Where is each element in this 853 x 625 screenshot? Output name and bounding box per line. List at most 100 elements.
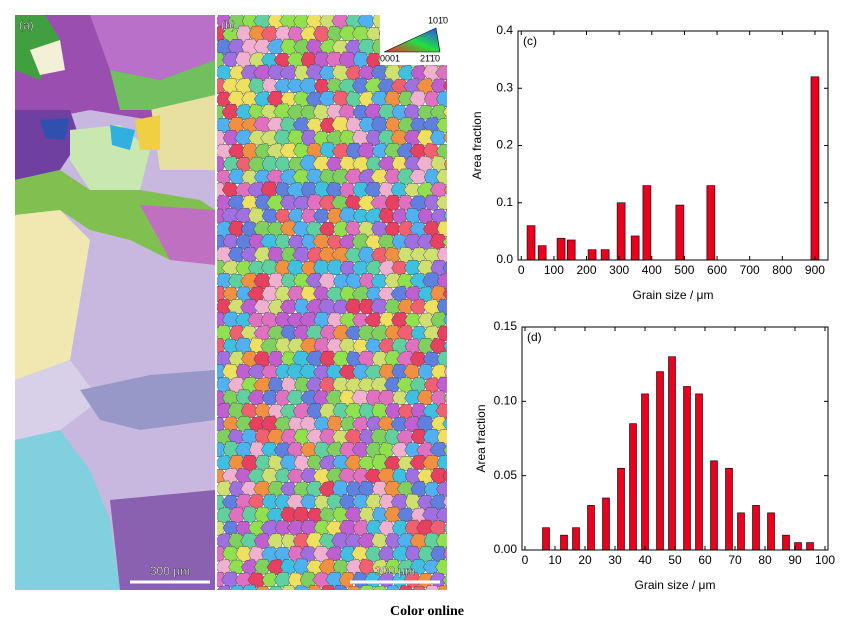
bar <box>542 527 550 551</box>
y-tick-label: 0.05 <box>494 468 518 482</box>
grain <box>294 585 309 590</box>
grain <box>444 365 447 378</box>
ipf-label: 101̄0 <box>428 15 448 25</box>
grain <box>443 78 447 93</box>
x-tick-label: 90 <box>788 553 802 567</box>
grain <box>110 490 215 590</box>
grain <box>269 585 283 590</box>
bar <box>556 237 566 261</box>
grain <box>436 90 447 107</box>
y-tick-label: 0.15 <box>494 319 518 333</box>
grain <box>443 184 447 195</box>
bar <box>683 386 691 551</box>
grain <box>217 584 231 590</box>
grain <box>412 585 426 590</box>
grain <box>80 370 215 430</box>
grain <box>267 533 284 550</box>
grain <box>443 392 447 405</box>
bar <box>706 185 716 261</box>
bar <box>668 356 676 551</box>
scale-bar-label: 300 μm <box>150 564 190 578</box>
grain <box>437 350 447 367</box>
bar <box>810 76 820 261</box>
grain <box>443 158 447 171</box>
grain <box>442 574 447 588</box>
y-tick-label: 0.0 <box>496 252 513 266</box>
bar <box>641 393 649 551</box>
grain <box>425 585 440 590</box>
x-tick-label: 60 <box>698 553 712 567</box>
plot-frame <box>517 30 829 261</box>
bar <box>725 467 733 551</box>
bar <box>675 204 685 261</box>
grain <box>15 210 90 380</box>
grain <box>436 298 447 315</box>
x-tick-label: 600 <box>707 263 727 277</box>
y-tick-label: 0.1 <box>496 195 513 209</box>
grain <box>436 117 447 133</box>
grain <box>436 220 447 237</box>
ipf-triangle <box>383 27 441 53</box>
x-tick-label: 200 <box>577 263 597 277</box>
x-tick-label: 400 <box>642 263 662 277</box>
grain <box>438 585 447 590</box>
grain <box>320 584 336 590</box>
x-tick-label: 0 <box>522 553 529 567</box>
grain <box>409 90 427 107</box>
grain <box>140 205 215 265</box>
x-tick-label: 40 <box>638 553 652 567</box>
grain <box>442 260 447 275</box>
panel-label: (a) <box>19 18 34 32</box>
bar <box>587 505 595 551</box>
x-axis-label: Grain size / μm <box>633 288 714 302</box>
y-tick-label: 0.2 <box>496 138 513 152</box>
bar <box>587 249 597 261</box>
grain <box>436 481 447 497</box>
grain <box>255 585 270 590</box>
x-tick-label: 900 <box>805 263 825 277</box>
grain <box>436 455 447 471</box>
x-tick-label: 500 <box>674 263 694 277</box>
grain <box>436 376 447 393</box>
bar <box>630 235 640 261</box>
grain <box>443 131 447 144</box>
grain <box>436 507 447 524</box>
grain <box>443 340 447 353</box>
grain <box>346 585 361 590</box>
bar <box>656 371 664 551</box>
bar <box>767 512 775 551</box>
grain <box>40 118 70 140</box>
bar <box>710 460 718 551</box>
grain <box>435 533 447 550</box>
grain <box>30 40 65 75</box>
bar <box>737 512 745 551</box>
ebsd-map-fine <box>217 15 447 590</box>
bar <box>560 534 568 551</box>
grain <box>442 236 447 248</box>
grain <box>435 403 447 419</box>
grain <box>442 286 447 301</box>
grain <box>90 15 215 80</box>
bar <box>806 542 814 551</box>
grain <box>436 325 447 342</box>
grain <box>150 90 215 170</box>
grain <box>435 169 447 186</box>
grain <box>435 65 447 80</box>
y-tick-label: 0.4 <box>496 23 513 37</box>
grain <box>443 444 447 457</box>
bar <box>695 393 703 551</box>
x-tick-label: 80 <box>758 553 772 567</box>
x-axis-label: Grain size / μm <box>635 578 716 592</box>
grain <box>110 125 135 150</box>
x-tick-label: 300 <box>609 263 629 277</box>
bar <box>566 239 576 261</box>
bar <box>782 534 790 551</box>
grain <box>333 584 348 590</box>
grain <box>364 312 382 328</box>
bar <box>752 505 760 551</box>
grain <box>373 585 387 590</box>
ipf-label: 0001 <box>380 53 400 63</box>
x-tick-label: 800 <box>772 263 792 277</box>
y-tick-label: 0.00 <box>494 542 518 556</box>
